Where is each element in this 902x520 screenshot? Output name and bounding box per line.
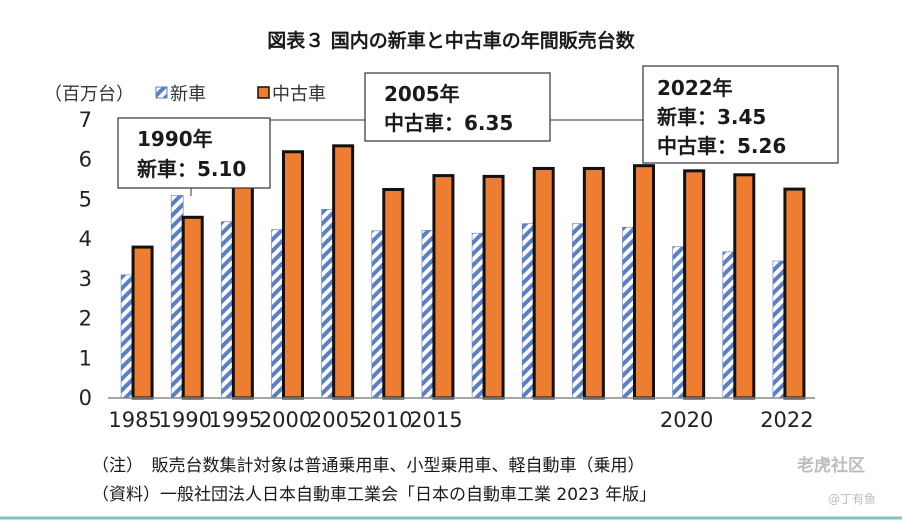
bar-new-car bbox=[772, 260, 786, 399]
annotation-1990: 1990年 新車：5.10 bbox=[117, 117, 271, 196]
note-line: （注） 販売台数集計対象は普通乗用車、小型乗用車、軽自動車（乗用） bbox=[92, 456, 645, 476]
bar-new-car bbox=[722, 251, 736, 399]
y-tick-label: 7 bbox=[79, 108, 92, 132]
annotation-2022-used: 中古車：5.26 bbox=[657, 134, 786, 158]
watermark-text: 老虎社区 bbox=[796, 455, 865, 476]
bar-used-car bbox=[382, 188, 405, 400]
y-tick-label: 5 bbox=[79, 187, 92, 211]
bar-new-car bbox=[371, 230, 385, 399]
bar-used-car bbox=[633, 164, 655, 400]
chart-title: 図表３ 国内の新車と中古車の年間販売台数 bbox=[267, 29, 636, 52]
x-tick-label: 2010 bbox=[359, 408, 412, 432]
y-tick-label: 3 bbox=[79, 267, 92, 291]
bar-new-car bbox=[421, 230, 435, 399]
bar-used-car bbox=[733, 173, 756, 400]
bar-used-car bbox=[181, 215, 204, 400]
annotation-2005: 2005年 中古車：6.35 bbox=[270, 72, 643, 142]
annotation-1990-year: 1990年 bbox=[137, 127, 213, 151]
x-tick-label: 2022 bbox=[760, 408, 813, 432]
bar-new-car bbox=[622, 226, 635, 399]
bar-used-car bbox=[131, 245, 154, 400]
bar-used-car bbox=[231, 176, 254, 400]
annotation-2005-value: 中古車：6.35 bbox=[384, 111, 513, 135]
bar-used-car bbox=[532, 166, 555, 400]
bar-new-car bbox=[120, 274, 134, 399]
x-tick-label: 1995 bbox=[209, 408, 262, 432]
x-tick-label: 1990 bbox=[158, 408, 211, 432]
bar-new-car bbox=[572, 223, 585, 399]
bar-used-car bbox=[282, 150, 304, 400]
legend-used-swatch bbox=[257, 86, 270, 99]
y-axis-unit-label: （百万台） bbox=[44, 84, 134, 105]
bar-new-car bbox=[521, 223, 535, 399]
bar-used-car bbox=[783, 187, 806, 400]
y-axis-ticks: 0 1 2 3 4 5 6 7 bbox=[79, 108, 92, 410]
y-tick-label: 4 bbox=[79, 227, 92, 251]
annotation-2022-box bbox=[642, 65, 839, 164]
bar-used-car bbox=[332, 144, 355, 400]
x-tick-label: 2020 bbox=[660, 408, 713, 432]
y-tick-label: 0 bbox=[79, 386, 92, 410]
y-tick-label: 2 bbox=[79, 307, 92, 331]
annotation-1990-box bbox=[117, 117, 271, 189]
y-tick-label: 6 bbox=[79, 148, 92, 172]
bar-new-car bbox=[170, 195, 184, 399]
x-tick-label: 2000 bbox=[259, 408, 312, 432]
annotation-2005-box bbox=[364, 72, 551, 142]
source-line: （資料）一般社団法人日本自動車工業会「日本の自動車工業 2023 年版」 bbox=[92, 485, 656, 505]
bar-new-car bbox=[672, 246, 685, 399]
annotation-2022: 2022年 新車：3.45 中古車：5.26 bbox=[642, 65, 839, 164]
x-tick-label: 1985 bbox=[108, 408, 161, 432]
bar-used-car bbox=[432, 174, 455, 400]
bar-used-car bbox=[582, 166, 605, 400]
bar-new-car bbox=[271, 229, 284, 399]
bar-new-car bbox=[471, 232, 485, 399]
x-tick-label: 2015 bbox=[409, 408, 462, 432]
annotation-2022-year: 2022年 bbox=[657, 76, 733, 100]
bar-new-car bbox=[321, 209, 334, 399]
legend-new-swatch bbox=[155, 86, 168, 99]
watermark-handle: @丁有鱼 bbox=[828, 492, 876, 506]
x-tick-label: 2005 bbox=[309, 408, 362, 432]
legend-used-label: 中古車 bbox=[272, 84, 326, 105]
legend-new-label: 新車 bbox=[170, 84, 206, 105]
bar-used-car bbox=[482, 174, 505, 400]
bar-used-car bbox=[683, 169, 706, 400]
annotation-2022-new: 新車：3.45 bbox=[657, 105, 766, 129]
bars bbox=[120, 144, 806, 400]
y-tick-label: 1 bbox=[79, 346, 92, 370]
annotation-1990-value: 新車：5.10 bbox=[137, 157, 246, 181]
annotation-2005-year: 2005年 bbox=[384, 82, 460, 106]
bar-new-car bbox=[221, 221, 234, 399]
